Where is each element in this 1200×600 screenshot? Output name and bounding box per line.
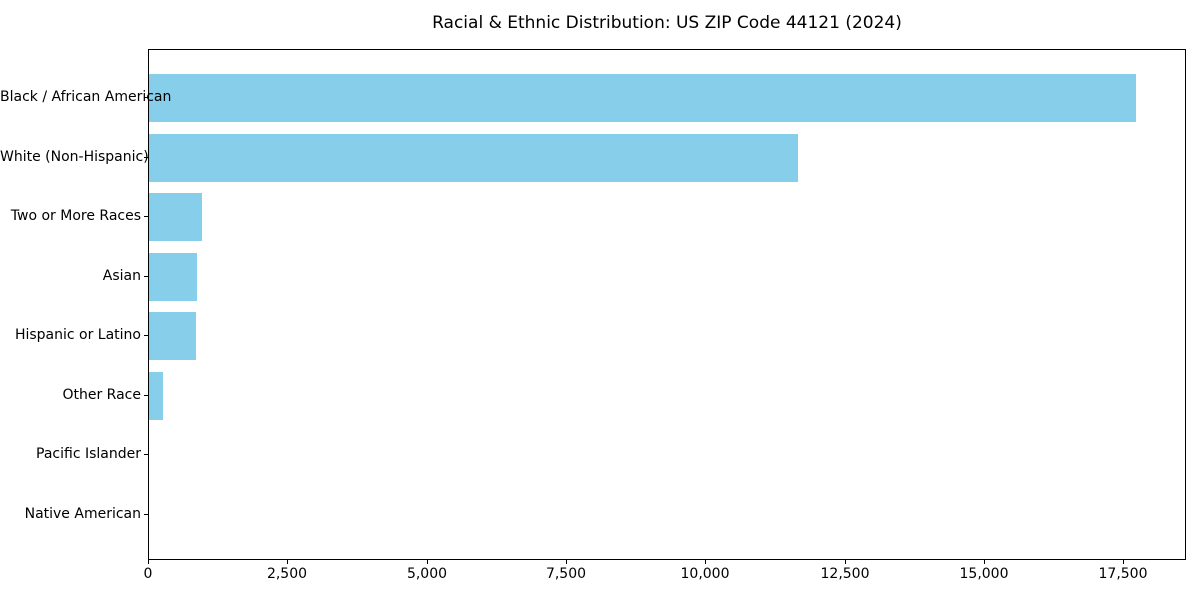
x-tick-mark xyxy=(427,560,428,564)
y-tick-mark xyxy=(144,275,148,277)
x-tick-mark xyxy=(984,560,985,564)
y-tick-mark xyxy=(144,394,148,396)
y-tick-mark xyxy=(144,454,148,455)
x-tick-label: 15,000 xyxy=(959,566,1009,582)
x-tick-label: 0 xyxy=(143,566,153,582)
bar xyxy=(149,133,798,182)
bar xyxy=(149,252,197,301)
y-tick-mark xyxy=(144,156,148,158)
bar xyxy=(149,312,196,360)
bar xyxy=(149,74,1136,122)
x-tick-label: 10,000 xyxy=(680,566,730,582)
y-tick-mark xyxy=(144,335,148,336)
x-tick-label: 12,500 xyxy=(820,566,870,582)
bar xyxy=(149,371,163,420)
x-tick-mark xyxy=(287,560,288,564)
y-tick-label: Hispanic or Latino xyxy=(14,327,141,343)
y-tick-label: Two or More Races xyxy=(10,208,141,224)
x-tick-label: 2,500 xyxy=(266,566,308,582)
x-tick-mark xyxy=(705,560,706,564)
y-tick-label: Native American xyxy=(24,505,141,522)
y-tick-label: Other Race xyxy=(62,386,141,403)
x-tick-label: 5,000 xyxy=(406,566,448,582)
y-tick-mark xyxy=(144,97,148,98)
bar xyxy=(149,193,202,241)
y-tick-label: Black / African American xyxy=(0,89,172,105)
x-tick-mark xyxy=(566,560,567,564)
x-tick-label: 7,500 xyxy=(545,566,587,582)
y-tick-label: Pacific Islander xyxy=(36,446,141,462)
x-tick-mark xyxy=(148,560,149,564)
x-tick-label: 17,500 xyxy=(1098,566,1148,582)
y-tick-label: White (Non-Hispanic) xyxy=(0,148,149,165)
x-tick-mark xyxy=(1123,560,1124,564)
y-tick-label: Asian xyxy=(102,267,141,284)
y-tick-mark xyxy=(144,513,148,515)
chart-title: Racial & Ethnic Distribution: US ZIP Cod… xyxy=(432,13,902,33)
y-tick-mark xyxy=(144,216,148,217)
x-tick-mark xyxy=(845,560,846,564)
plot-area xyxy=(148,49,1186,560)
